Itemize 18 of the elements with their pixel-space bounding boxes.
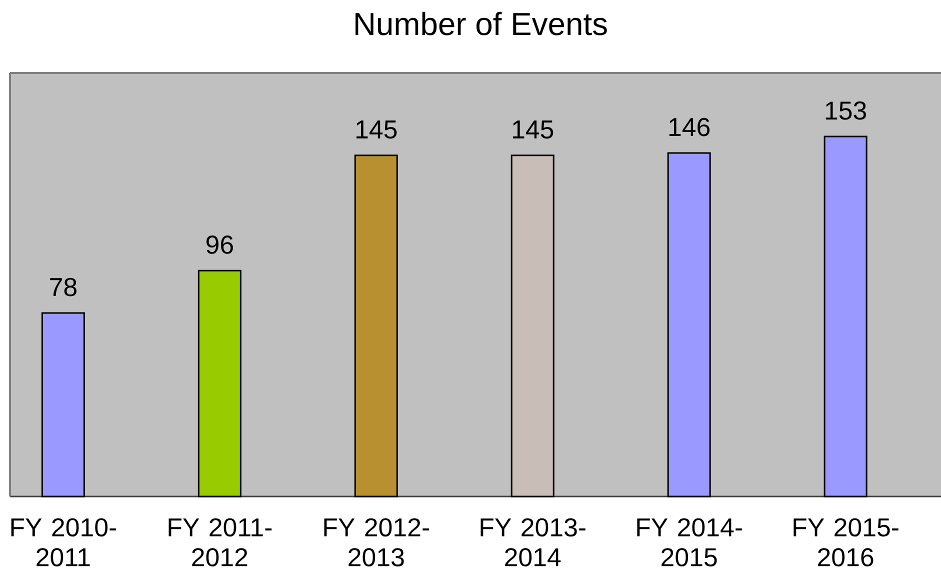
- x-tick-label: FY 2011-2012: [168, 518, 272, 566]
- data-label: 78: [50, 278, 76, 296]
- x-tick-label: FY 2014-2015: [637, 518, 742, 566]
- chart-title: Number of Events: [356, 12, 607, 36]
- bar: [198, 270, 242, 498]
- data-label: 145: [512, 120, 554, 139]
- bar: [354, 154, 398, 498]
- x-tick-label: FY 2012-2013: [324, 518, 429, 566]
- data-label: 153: [826, 101, 866, 120]
- bar: [41, 312, 85, 498]
- data-label: 96: [206, 236, 233, 254]
- data-label: 145: [356, 120, 397, 139]
- x-tick-label: FY 2013-2014: [480, 518, 586, 566]
- x-tick-label: FY 2010-2011: [11, 518, 116, 566]
- bar: [824, 136, 868, 498]
- x-tick-label: FY 2015-2016: [794, 518, 898, 566]
- data-label: 146: [669, 118, 710, 136]
- bar: [667, 152, 711, 498]
